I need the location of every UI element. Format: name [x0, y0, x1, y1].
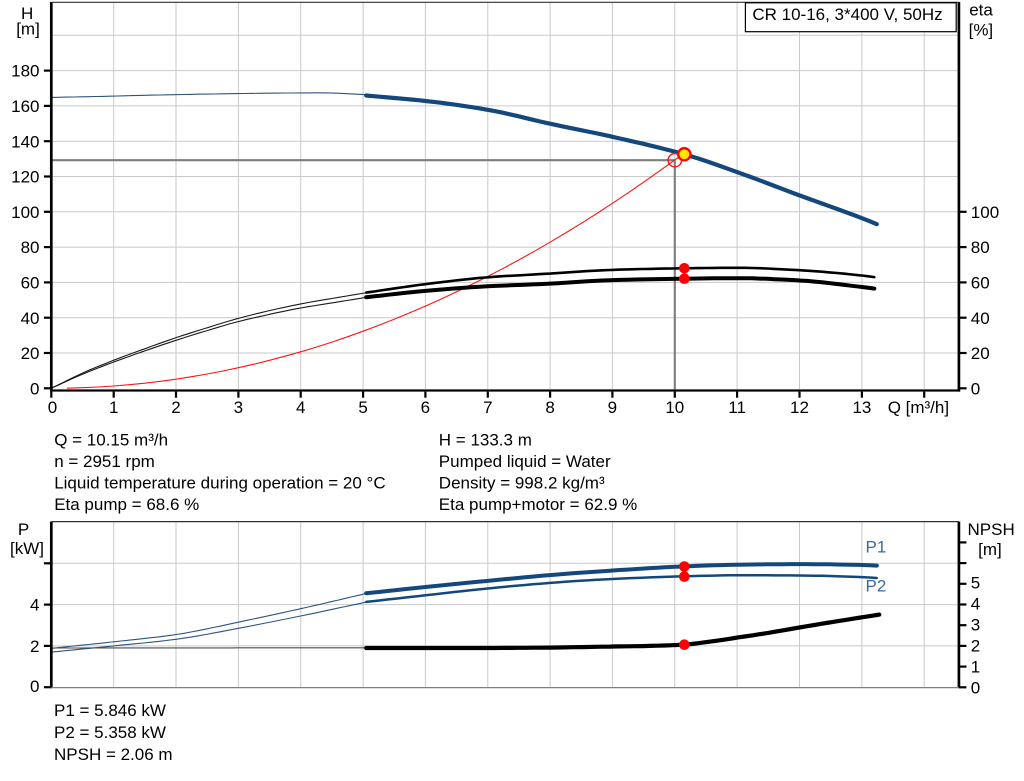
svg-text:0: 0 [971, 679, 980, 698]
svg-text:P2 = 5.358 kW: P2 = 5.358 kW [54, 723, 166, 742]
svg-text:Density = 998.2 kg/m³: Density = 998.2 kg/m³ [439, 474, 605, 493]
svg-text:60: 60 [971, 274, 990, 293]
svg-text:Eta pump = 68.6 %: Eta pump = 68.6 % [54, 495, 199, 514]
svg-text:4: 4 [296, 398, 305, 417]
svg-text:1: 1 [109, 398, 118, 417]
svg-text:12: 12 [790, 398, 809, 417]
svg-text:P1 = 5.846 kW: P1 = 5.846 kW [54, 701, 166, 720]
svg-text:H: H [21, 4, 33, 23]
svg-text:Eta pump+motor = 62.9 %: Eta pump+motor = 62.9 % [439, 495, 637, 514]
svg-text:[m]: [m] [16, 20, 40, 39]
svg-text:2: 2 [30, 637, 39, 656]
svg-text:Liquid temperature during oper: Liquid temperature during operation = 20… [54, 474, 385, 493]
svg-text:4: 4 [30, 596, 39, 615]
svg-text:4: 4 [971, 595, 980, 614]
svg-text:0: 0 [971, 379, 980, 398]
svg-text:2: 2 [971, 637, 980, 656]
svg-text:NPSH = 2.06 m: NPSH = 2.06 m [54, 745, 173, 764]
svg-text:H = 133.3 m: H = 133.3 m [439, 431, 532, 450]
svg-text:0: 0 [30, 379, 39, 398]
svg-text:20: 20 [21, 344, 40, 363]
svg-text:P1: P1 [866, 538, 887, 557]
svg-text:0: 0 [48, 398, 57, 417]
svg-text:[kW]: [kW] [10, 539, 44, 558]
svg-text:10: 10 [665, 398, 684, 417]
svg-text:20: 20 [971, 344, 990, 363]
svg-text:P2: P2 [866, 576, 887, 595]
svg-text:Q [m³/h]: Q [m³/h] [888, 398, 949, 417]
svg-text:80: 80 [971, 238, 990, 257]
svg-text:120: 120 [11, 168, 39, 187]
svg-text:6: 6 [421, 398, 430, 417]
svg-text:11: 11 [728, 398, 746, 417]
svg-text:eta: eta [969, 0, 993, 19]
svg-text:80: 80 [21, 238, 40, 257]
svg-text:[m]: [m] [978, 540, 1002, 559]
svg-text:[%]: [%] [969, 20, 994, 39]
svg-text:NPSH: NPSH [968, 520, 1015, 539]
svg-text:CR 10-16, 3*400 V, 50Hz: CR 10-16, 3*400 V, 50Hz [752, 5, 942, 24]
svg-text:Pumped liquid = Water: Pumped liquid = Water [439, 452, 611, 471]
svg-text:3: 3 [234, 398, 243, 417]
svg-text:40: 40 [21, 309, 40, 328]
svg-text:0: 0 [30, 677, 39, 696]
svg-text:40: 40 [971, 309, 990, 328]
svg-text:180: 180 [11, 62, 39, 81]
svg-text:5: 5 [971, 574, 980, 593]
svg-text:5: 5 [358, 398, 367, 417]
svg-text:n = 2951 rpm: n = 2951 rpm [54, 452, 155, 471]
svg-text:140: 140 [11, 132, 39, 151]
svg-text:100: 100 [971, 203, 999, 222]
svg-text:7: 7 [483, 398, 492, 417]
svg-text:2: 2 [171, 398, 180, 417]
svg-text:Q = 10.15 m³/h: Q = 10.15 m³/h [54, 431, 168, 450]
svg-text:P: P [18, 520, 29, 539]
svg-text:13: 13 [852, 398, 871, 417]
svg-text:9: 9 [608, 398, 617, 417]
svg-text:1: 1 [971, 658, 980, 677]
svg-text:8: 8 [545, 398, 554, 417]
svg-text:60: 60 [21, 274, 40, 293]
svg-text:100: 100 [11, 203, 39, 222]
svg-text:3: 3 [971, 616, 980, 635]
svg-text:160: 160 [11, 97, 39, 116]
